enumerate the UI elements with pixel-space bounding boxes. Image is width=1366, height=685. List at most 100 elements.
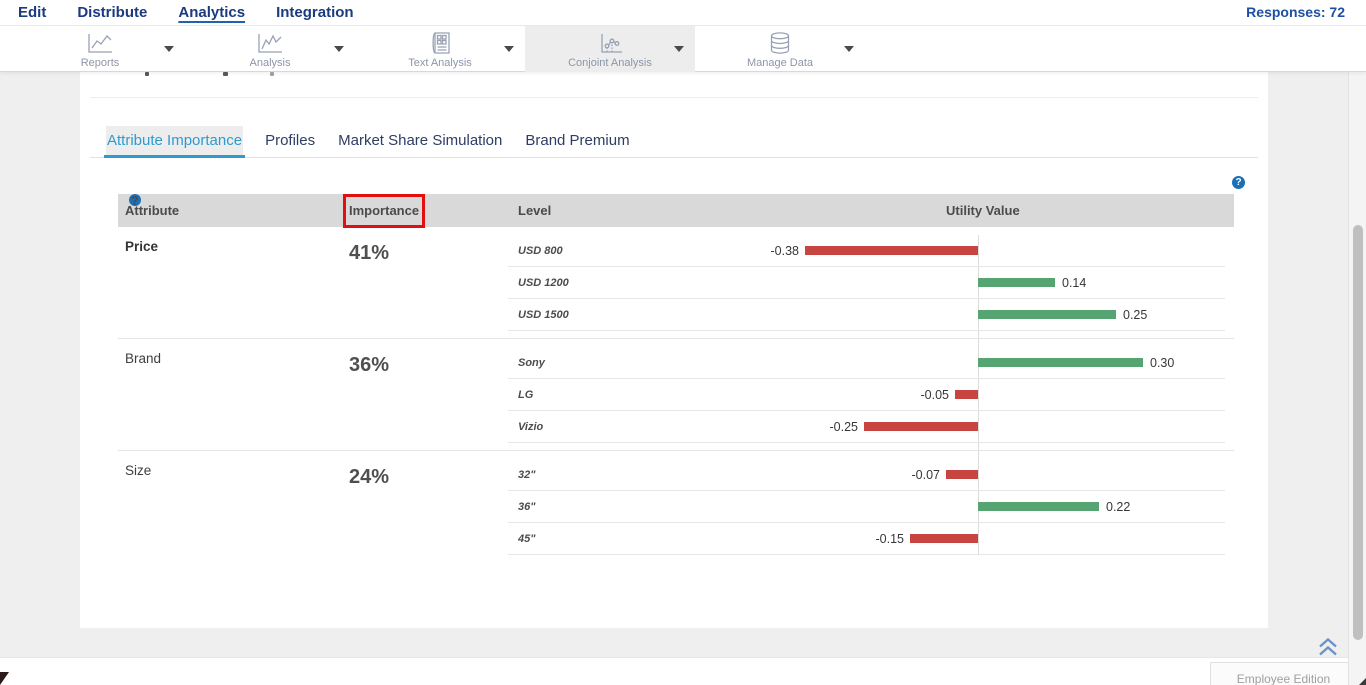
- utility-value-label: -0.07: [911, 468, 941, 482]
- analysis-button[interactable]: Analysis: [220, 26, 320, 72]
- content-card: Attribute Importance Profiles Market Sha…: [80, 72, 1268, 628]
- reports-button[interactable]: Reports: [50, 26, 150, 72]
- menu-item-distribute[interactable]: Distribute: [77, 3, 148, 21]
- utility-value-label: 0.25: [1123, 308, 1148, 322]
- zero-axis-line: [978, 235, 979, 555]
- utility-bar: [978, 502, 1099, 511]
- column-header-utility-value: Utility Value: [946, 203, 1020, 218]
- level-name: USD 800: [518, 245, 563, 257]
- level-name: Vizio: [518, 421, 544, 433]
- text-document-icon: [425, 30, 455, 56]
- level-name: USD 1500: [518, 309, 569, 321]
- level-name: LG: [518, 389, 534, 401]
- responses-count[interactable]: Responses: 72: [1246, 4, 1345, 20]
- utility-bar: [978, 310, 1116, 319]
- database-icon: [765, 30, 795, 56]
- utility-bar: [978, 358, 1143, 367]
- toolbar-label: Reports: [80, 56, 120, 69]
- level-row: 36" 0.22: [118, 491, 1234, 523]
- conjoint-analysis-button[interactable]: Conjoint Analysis: [560, 26, 660, 72]
- toolbar-group-reports: Reports: [15, 26, 185, 72]
- level-row: USD 1500 0.25: [118, 299, 1234, 331]
- importance-percent: 41%: [349, 242, 390, 264]
- level-row: USD 1200 0.14: [118, 267, 1234, 299]
- toolbar-group-conjoint-analysis: Conjoint Analysis: [525, 26, 695, 72]
- clipped-text-artifact: [145, 72, 149, 76]
- attribute-name: Price: [125, 239, 159, 254]
- top-menu-bar: Edit Distribute Analytics Integration Re…: [0, 0, 1366, 26]
- conjoint-analysis-dropdown-caret[interactable]: [674, 46, 684, 52]
- menu-items: Edit Distribute Analytics Integration: [0, 1, 354, 25]
- utility-value-label: -0.05: [920, 388, 950, 402]
- column-header-importance: Importance: [349, 203, 420, 218]
- utility-bar: [978, 278, 1055, 287]
- attribute-name: Size: [125, 463, 152, 478]
- conjoint-chart-icon: [595, 30, 625, 56]
- reports-dropdown-caret[interactable]: [164, 46, 174, 52]
- tab-attribute-importance[interactable]: Attribute Importance: [103, 126, 246, 158]
- importance-percent: 24%: [349, 466, 390, 488]
- tab-profiles[interactable]: Profiles: [265, 132, 316, 149]
- scrollbar-thumb[interactable]: [1353, 225, 1363, 640]
- edition-badge: Employee Edition: [1210, 662, 1356, 685]
- level-name: 36": [518, 501, 536, 513]
- utility-value-label: -0.25: [829, 420, 859, 434]
- toolbar-label: Text Analysis: [408, 56, 472, 69]
- utility-bar: [805, 246, 978, 255]
- tab-market-share-simulation[interactable]: Market Share Simulation: [338, 132, 503, 149]
- level-name: 32": [518, 469, 536, 481]
- footer-bar: Employee Edition: [0, 657, 1366, 685]
- level-row: Vizio -0.25: [118, 411, 1234, 443]
- level-row: 32" -0.07: [118, 459, 1234, 491]
- tab-brand-premium[interactable]: Brand Premium: [525, 132, 630, 149]
- manage-data-dropdown-caret[interactable]: [844, 46, 854, 52]
- toolbar-label: Analysis: [249, 56, 291, 69]
- level-name: Sony: [518, 357, 545, 369]
- help-icon[interactable]: ?: [1232, 176, 1245, 189]
- level-name: USD 1200: [518, 277, 569, 289]
- attribute-name: Brand: [125, 351, 162, 366]
- column-header-level: Level: [518, 203, 552, 218]
- trend-chart-icon: [255, 30, 285, 56]
- utility-value-label: 0.14: [1062, 276, 1087, 290]
- text-analysis-dropdown-caret[interactable]: [504, 46, 514, 52]
- column-header-attribute: Attribute ?: [125, 192, 180, 219]
- edition-label: Employee Edition: [1236, 672, 1331, 685]
- importance-percent: 36%: [349, 354, 390, 376]
- scroll-to-top-button[interactable]: [1315, 635, 1341, 659]
- resize-grip-icon: [1359, 678, 1366, 685]
- utility-bar: [864, 422, 978, 431]
- analytics-toolbar: Reports Analysis Text Analysis: [0, 26, 1366, 72]
- utility-value-label: -0.38: [770, 244, 800, 258]
- cursor-artifact: [0, 672, 9, 685]
- analysis-dropdown-caret[interactable]: [334, 46, 344, 52]
- menu-item-analytics[interactable]: Analytics: [178, 3, 246, 21]
- table-header-row: Attribute ? Importance Level Utility Val…: [118, 192, 1234, 228]
- menu-item-edit[interactable]: Edit: [18, 3, 47, 21]
- clipped-text-artifact: [270, 72, 274, 76]
- manage-data-button[interactable]: Manage Data: [730, 26, 830, 72]
- conjoint-tabs-bar: Attribute Importance Profiles Market Sha…: [90, 126, 1258, 158]
- text-analysis-button[interactable]: Text Analysis: [390, 26, 490, 72]
- level-row: 45" -0.15: [118, 523, 1234, 555]
- level-row: USD 800 -0.38: [118, 235, 1234, 267]
- divider: [90, 97, 1258, 98]
- attribute-section-price: Price 41% USD 800 -0.38 USD 1200 0.14 US…: [118, 227, 1234, 339]
- level-row: Sony 0.30: [118, 347, 1234, 379]
- toolbar-group-text-analysis: Text Analysis: [355, 26, 525, 72]
- level-row: LG -0.05: [118, 379, 1234, 411]
- utility-value-label: 0.22: [1106, 500, 1131, 514]
- toolbar-group-manage-data: Manage Data: [695, 26, 865, 72]
- utility-value-label: 0.30: [1150, 356, 1175, 370]
- table-body: Price 41% USD 800 -0.38 USD 1200 0.14 US…: [118, 227, 1234, 563]
- attribute-help-icon[interactable]: ?: [128, 193, 141, 208]
- attribute-importance-table: Attribute ? Importance Level Utility Val…: [118, 192, 1234, 563]
- utility-bar: [910, 534, 978, 543]
- attribute-section-size: Size 24% 32" -0.07 36" 0.22 45" -0.15: [118, 451, 1234, 563]
- clipped-text-artifact: [223, 72, 228, 76]
- toolbar-label: Conjoint Analysis: [568, 56, 652, 69]
- menu-item-integration[interactable]: Integration: [276, 3, 354, 21]
- utility-bar: [955, 390, 978, 399]
- vertical-scrollbar[interactable]: [1348, 72, 1366, 685]
- attribute-section-brand: Brand 36% Sony 0.30 LG -0.05 Vizio -0.25: [118, 339, 1234, 451]
